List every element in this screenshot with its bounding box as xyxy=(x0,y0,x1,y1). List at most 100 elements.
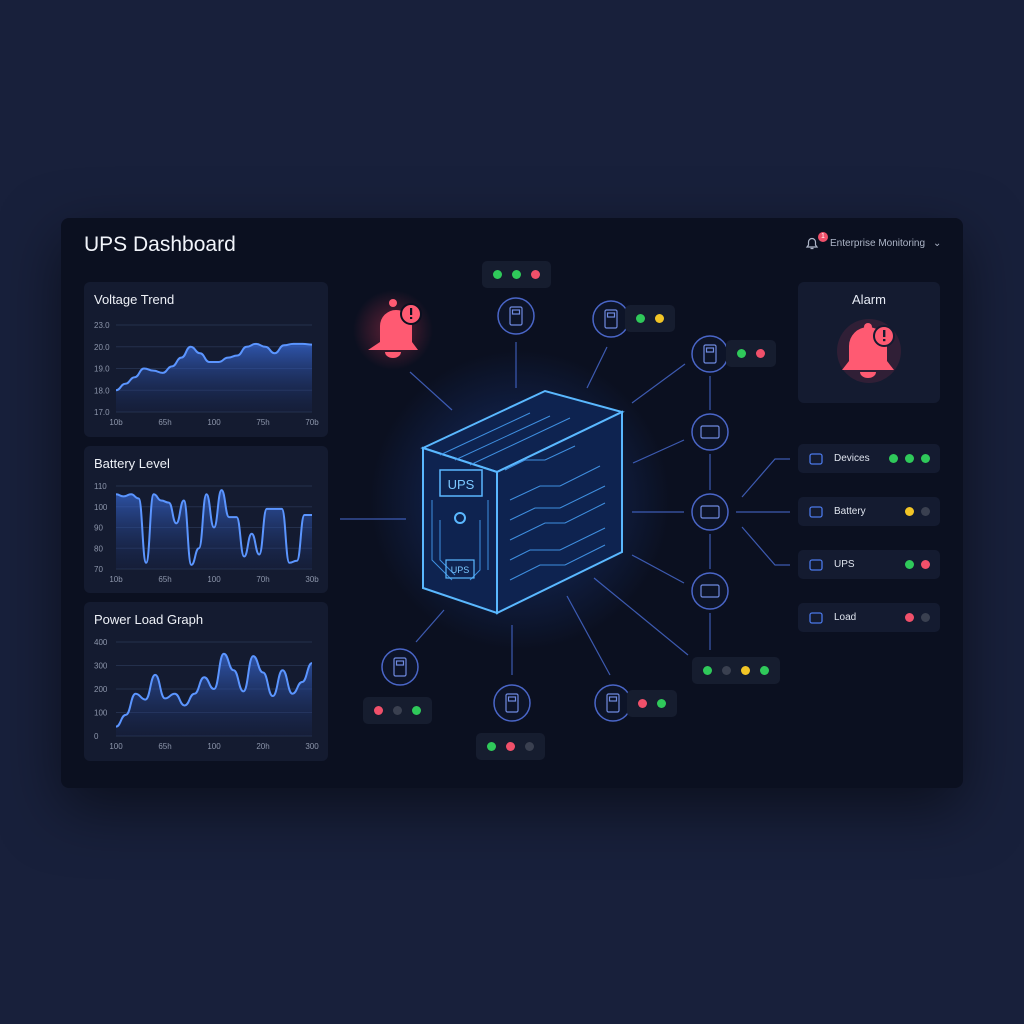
ups-front-label: UPS xyxy=(448,477,475,492)
x-tick-label: 300 xyxy=(305,742,319,751)
notification-button[interactable]: 1 xyxy=(804,232,828,251)
y-tick-label: 400 xyxy=(94,638,108,647)
status-dot-red xyxy=(921,560,930,569)
status-item-load[interactable]: Load xyxy=(798,603,940,632)
y-tick-label: 80 xyxy=(94,544,103,553)
ups-device-icon[interactable] xyxy=(420,389,625,615)
notification-badge: 1 xyxy=(818,232,828,242)
status-dot-gray xyxy=(525,742,534,751)
y-tick-label: 18.0 xyxy=(94,386,110,395)
status-dot-gray xyxy=(921,507,930,516)
y-tick-label: 23.0 xyxy=(94,321,110,330)
status-item-label: Battery xyxy=(834,506,866,517)
power-plug-icon xyxy=(809,611,823,624)
y-tick-label: 19.0 xyxy=(94,365,110,374)
x-tick-label: 10b xyxy=(109,575,123,584)
status-indicator xyxy=(692,657,780,684)
battery-chart: 110 100 90 80 70 10b 65h 100 70h 30b xyxy=(94,482,319,584)
status-dot-green xyxy=(487,742,496,751)
device-icon xyxy=(703,344,717,364)
alarm-bell-icon[interactable] xyxy=(368,299,422,358)
status-dot-green xyxy=(889,454,898,463)
status-indicator xyxy=(627,690,677,717)
y-tick-label: 200 xyxy=(94,685,108,694)
status-dot-red xyxy=(638,699,647,708)
alarm-bell-icon xyxy=(837,319,901,383)
x-tick-label: 70b xyxy=(305,418,319,427)
status-dot-yellow xyxy=(905,507,914,516)
topology-node[interactable] xyxy=(381,648,419,686)
status-item-devices[interactable]: Devices xyxy=(798,444,940,473)
heart-device-icon xyxy=(509,306,523,326)
series-line xyxy=(115,342,313,392)
display-icon xyxy=(700,584,720,598)
x-tick-label: 10b xyxy=(109,418,123,427)
status-dot-green xyxy=(921,454,930,463)
status-dot-gray xyxy=(722,666,731,675)
x-tick-label: 65h xyxy=(158,742,171,751)
topology-node[interactable] xyxy=(493,684,531,722)
x-tick-label: 70h xyxy=(256,575,269,584)
topology-node[interactable] xyxy=(691,493,729,531)
y-tick-label: 100 xyxy=(94,503,108,512)
status-dot-green xyxy=(636,314,645,323)
status-dot-green xyxy=(512,270,521,279)
x-tick-label: 100 xyxy=(207,418,221,427)
topology-node[interactable] xyxy=(691,413,729,451)
topology-node[interactable] xyxy=(497,297,535,335)
battery-pack-icon xyxy=(700,505,720,519)
y-tick-label: 100 xyxy=(94,709,108,718)
y-tick-label: 17.0 xyxy=(94,408,110,417)
bell-icon xyxy=(805,237,819,250)
topology-node[interactable] xyxy=(691,335,729,373)
status-dot-gray xyxy=(921,613,930,622)
ups-base-label: UPS xyxy=(451,565,470,575)
status-dot-yellow xyxy=(741,666,750,675)
status-item-battery[interactable]: Battery xyxy=(798,497,940,526)
status-dot-green xyxy=(703,666,712,675)
status-indicator xyxy=(625,305,675,332)
y-tick-label: 0 xyxy=(94,732,99,741)
topology-node[interactable] xyxy=(691,572,729,610)
status-dot-red xyxy=(374,706,383,715)
status-dot-green xyxy=(905,560,914,569)
series-area xyxy=(116,653,312,736)
status-dot-red xyxy=(905,613,914,622)
series-line xyxy=(115,489,312,566)
status-dot-red xyxy=(531,270,540,279)
status-dot-yellow xyxy=(655,314,664,323)
x-tick-label: 100 xyxy=(207,742,221,751)
status-dot-red xyxy=(506,742,515,751)
status-dot-green xyxy=(657,699,666,708)
header-account[interactable]: 1 Enterprise Monitoring ⌄ xyxy=(804,232,941,251)
x-tick-label: 100 xyxy=(207,575,221,584)
status-dot-green xyxy=(737,349,746,358)
series-area xyxy=(116,343,312,412)
account-label: Enterprise Monitoring xyxy=(830,237,926,249)
x-tick-label: 75h xyxy=(256,418,269,427)
alarm-panel[interactable]: Alarm xyxy=(798,282,940,403)
voltage-trend-panel: Voltage Trend 23.0 20.0 19.0 18.0 17.0 10b 65h… xyxy=(84,282,328,437)
power-load-panel: Power Load Graph 400 300 200 100 0 100 65h 100 2… xyxy=(84,602,328,761)
topology-node[interactable] xyxy=(592,300,630,338)
status-item-label: Load xyxy=(834,612,857,623)
series-area xyxy=(116,490,312,569)
battery-level-panel: Battery Level 110 100 90 80 70 10b 65h 100 70h 30… xyxy=(84,446,328,593)
topology-node[interactable] xyxy=(594,684,632,722)
monitor-icon xyxy=(700,425,720,439)
alarm-title: Alarm xyxy=(852,292,886,307)
device-icon xyxy=(604,309,618,329)
server-rack-icon xyxy=(393,657,407,677)
y-tick-label: 70 xyxy=(94,565,103,574)
x-tick-label: 30b xyxy=(305,575,319,584)
battery-icon xyxy=(809,505,823,518)
x-tick-label: 65h xyxy=(158,418,171,427)
panel-title: Voltage Trend xyxy=(94,292,175,307)
y-tick-label: 300 xyxy=(94,662,108,671)
power-load-chart: 400 300 200 100 0 100 65h 100 20h 300 xyxy=(94,638,319,751)
status-dot-green xyxy=(412,706,421,715)
status-dot-green xyxy=(493,270,502,279)
x-tick-label: 20h xyxy=(256,742,269,751)
status-item-ups[interactable]: UPS xyxy=(798,550,940,579)
